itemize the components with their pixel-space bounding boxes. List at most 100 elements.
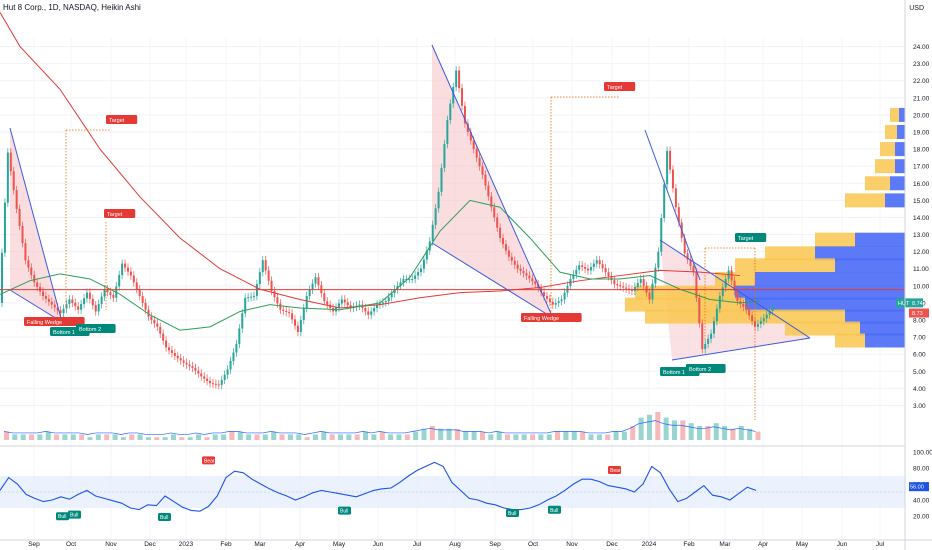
- rsi-last-tag: [909, 482, 929, 492]
- price-tick-label: 15.00: [913, 198, 930, 205]
- rsi-signal-text: Bull: [508, 511, 516, 517]
- candle-body: [633, 286, 636, 291]
- candle-body: [194, 367, 197, 371]
- candle-body: [701, 323, 704, 350]
- volume-bar: [212, 434, 218, 440]
- rsi-signal-text: Bear: [204, 458, 215, 464]
- volume-bar: [70, 434, 76, 440]
- wedge-trend-line: [431, 44, 554, 319]
- price-tick-label: 10.00: [913, 283, 930, 290]
- volume-bar: [187, 437, 193, 440]
- volume-bar: [45, 431, 51, 440]
- month-tick-label: Apr: [295, 541, 306, 548]
- price-tick-label: 21.00: [913, 95, 930, 102]
- candle-body: [165, 340, 168, 348]
- candle-body: [458, 70, 461, 89]
- candle-body: [613, 280, 616, 285]
- volume-bar: [738, 426, 744, 440]
- price-tick-label: 8.00: [913, 318, 926, 325]
- volume-profile-bar: [875, 159, 895, 174]
- candle-body: [393, 289, 396, 294]
- candle-body: [349, 305, 352, 309]
- candle-body: [30, 267, 33, 275]
- volume-bar: [404, 434, 410, 440]
- volume-bar: [196, 434, 202, 440]
- candle-body: [748, 309, 751, 316]
- candle-body: [715, 308, 718, 322]
- volume-profile-bar: [860, 321, 905, 336]
- volume-bar: [62, 434, 68, 440]
- candle-body: [563, 292, 566, 300]
- volume-bar: [496, 431, 502, 440]
- volume-bar: [4, 431, 9, 440]
- candle-body: [252, 296, 255, 298]
- volume-bar: [346, 434, 352, 440]
- volume-bar: [688, 423, 694, 440]
- candle-body: [138, 289, 141, 297]
- candle-body: [326, 301, 329, 305]
- volume-bar: [179, 437, 185, 440]
- volume-profile-bar: [835, 258, 905, 273]
- month-tick-label: Apr: [758, 541, 769, 548]
- month-tick-label: 2023: [179, 541, 194, 548]
- candle-body: [578, 265, 581, 270]
- volume-profile-bar: [885, 193, 905, 208]
- volume-bar: [646, 414, 652, 440]
- candle-body: [625, 287, 628, 289]
- candle-body: [235, 343, 238, 353]
- candle-body: [408, 278, 411, 280]
- candle-body: [258, 272, 261, 285]
- rsi-signal-box: [158, 513, 171, 521]
- volume-profile-bar: [765, 246, 815, 261]
- volume-bar: [630, 426, 636, 440]
- candle-body: [88, 292, 91, 299]
- volume-profile-bar: [855, 232, 905, 247]
- candle-body: [77, 306, 80, 310]
- rsi-last-value: 56.00: [910, 485, 924, 491]
- candle-body: [12, 171, 15, 191]
- candle-body: [525, 273, 528, 276]
- candle-body: [367, 311, 370, 315]
- candle-body: [513, 260, 516, 265]
- candle-body: [159, 326, 162, 334]
- price-tick-label: 5.00: [913, 369, 926, 376]
- volume-bar: [588, 434, 594, 440]
- candle-body: [182, 360, 185, 363]
- pattern-label-text: Bottom 2: [79, 327, 101, 333]
- candle-body: [478, 157, 481, 167]
- candle-body: [364, 308, 367, 312]
- volume-bar: [454, 428, 460, 440]
- volume-bar: [505, 434, 510, 440]
- candle-body: [112, 294, 115, 298]
- wedge-trend-line: [671, 337, 811, 361]
- price-tick-label: 19.00: [913, 130, 930, 137]
- month-tick-label: Dec: [144, 541, 156, 548]
- candle-body: [417, 272, 420, 276]
- candle-body: [771, 307, 774, 311]
- volume-bar: [705, 426, 711, 440]
- candle-body: [200, 373, 203, 377]
- pattern-label-text: Falling Wedge: [524, 316, 559, 322]
- wedge-trend-line: [644, 129, 701, 281]
- volume-bar: [613, 431, 619, 440]
- candle-body: [560, 299, 563, 302]
- volume-bar: [254, 434, 260, 440]
- candle-body: [247, 297, 250, 299]
- volume-bar: [171, 434, 176, 440]
- candle-body: [543, 292, 546, 297]
- candle-body: [449, 103, 452, 121]
- candle-body: [463, 105, 466, 124]
- candle-body: [83, 298, 86, 305]
- volume-bar: [555, 431, 561, 440]
- volume-bar: [29, 434, 35, 440]
- candle-body: [572, 274, 575, 279]
- candle-body: [27, 260, 30, 268]
- volume-bar: [463, 431, 469, 440]
- candle-body: [267, 270, 270, 281]
- candle-body: [378, 303, 381, 305]
- volume-bar: [112, 434, 118, 440]
- candle-body: [206, 378, 209, 381]
- candle-body: [264, 260, 267, 271]
- candle-body: [1, 252, 3, 303]
- rsi-signal-text: Bear: [610, 468, 621, 474]
